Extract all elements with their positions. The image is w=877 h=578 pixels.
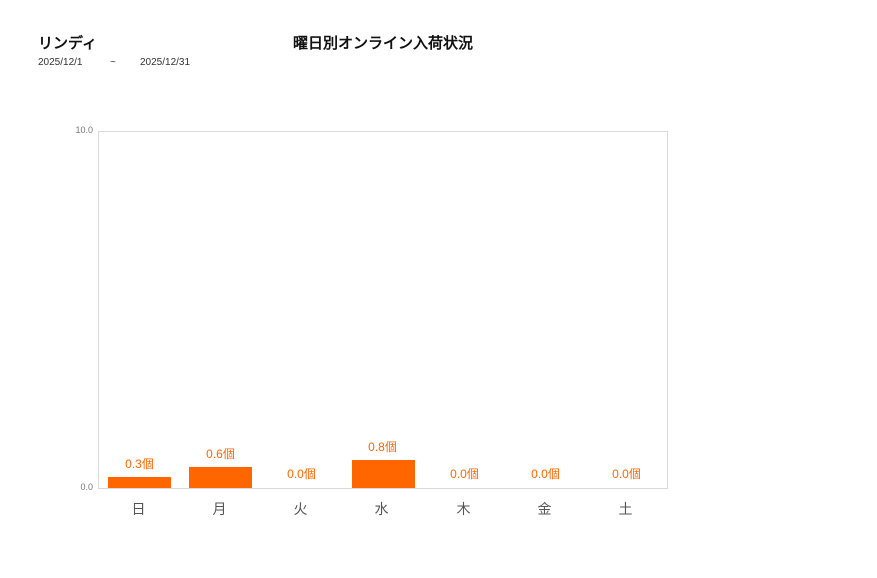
x-axis-label-日: 日 (131, 501, 146, 517)
bar-value-label-金: 0.0個 (531, 467, 560, 481)
x-axis-label-月: 月 (212, 501, 227, 517)
x-axis-label-金: 金 (537, 501, 552, 517)
plot-area: 0.3個 0.6個 0.0個 0.8個 0.0個 0.0個 0.0個 (98, 131, 668, 489)
y-axis-tick-min: 0.0 (80, 482, 93, 492)
date-from: 2025/12/1 (38, 57, 83, 68)
bar-月 (189, 467, 252, 488)
bar-value-label-土: 0.0個 (612, 467, 641, 481)
x-axis-label-水: 水 (374, 501, 389, 517)
bar-value-label-月: 0.6個 (206, 447, 235, 461)
bar-水 (352, 460, 415, 488)
chart-title: 曜日別オンライン入荷状況 (292, 35, 473, 52)
bar-日 (108, 477, 171, 488)
date-separator: ~ (110, 57, 116, 68)
bar-value-label-水: 0.8個 (368, 440, 397, 454)
x-axis-label-火: 火 (293, 501, 308, 517)
bar-value-label-火: 0.0個 (287, 467, 316, 481)
date-range: 2025/12/1 ~2025/12/31 (38, 57, 190, 68)
date-to: 2025/12/31 (140, 57, 191, 68)
y-axis-tick-max: 10.0 (75, 125, 93, 135)
bar-value-label-日: 0.3個 (125, 457, 154, 471)
x-axis-labels: 日月火水木金土 (98, 499, 668, 517)
bar-value-label-木: 0.0個 (450, 467, 479, 481)
x-axis-label-木: 木 (456, 501, 471, 517)
x-axis-label-土: 土 (618, 501, 633, 517)
store-name: リンディ (38, 35, 97, 52)
